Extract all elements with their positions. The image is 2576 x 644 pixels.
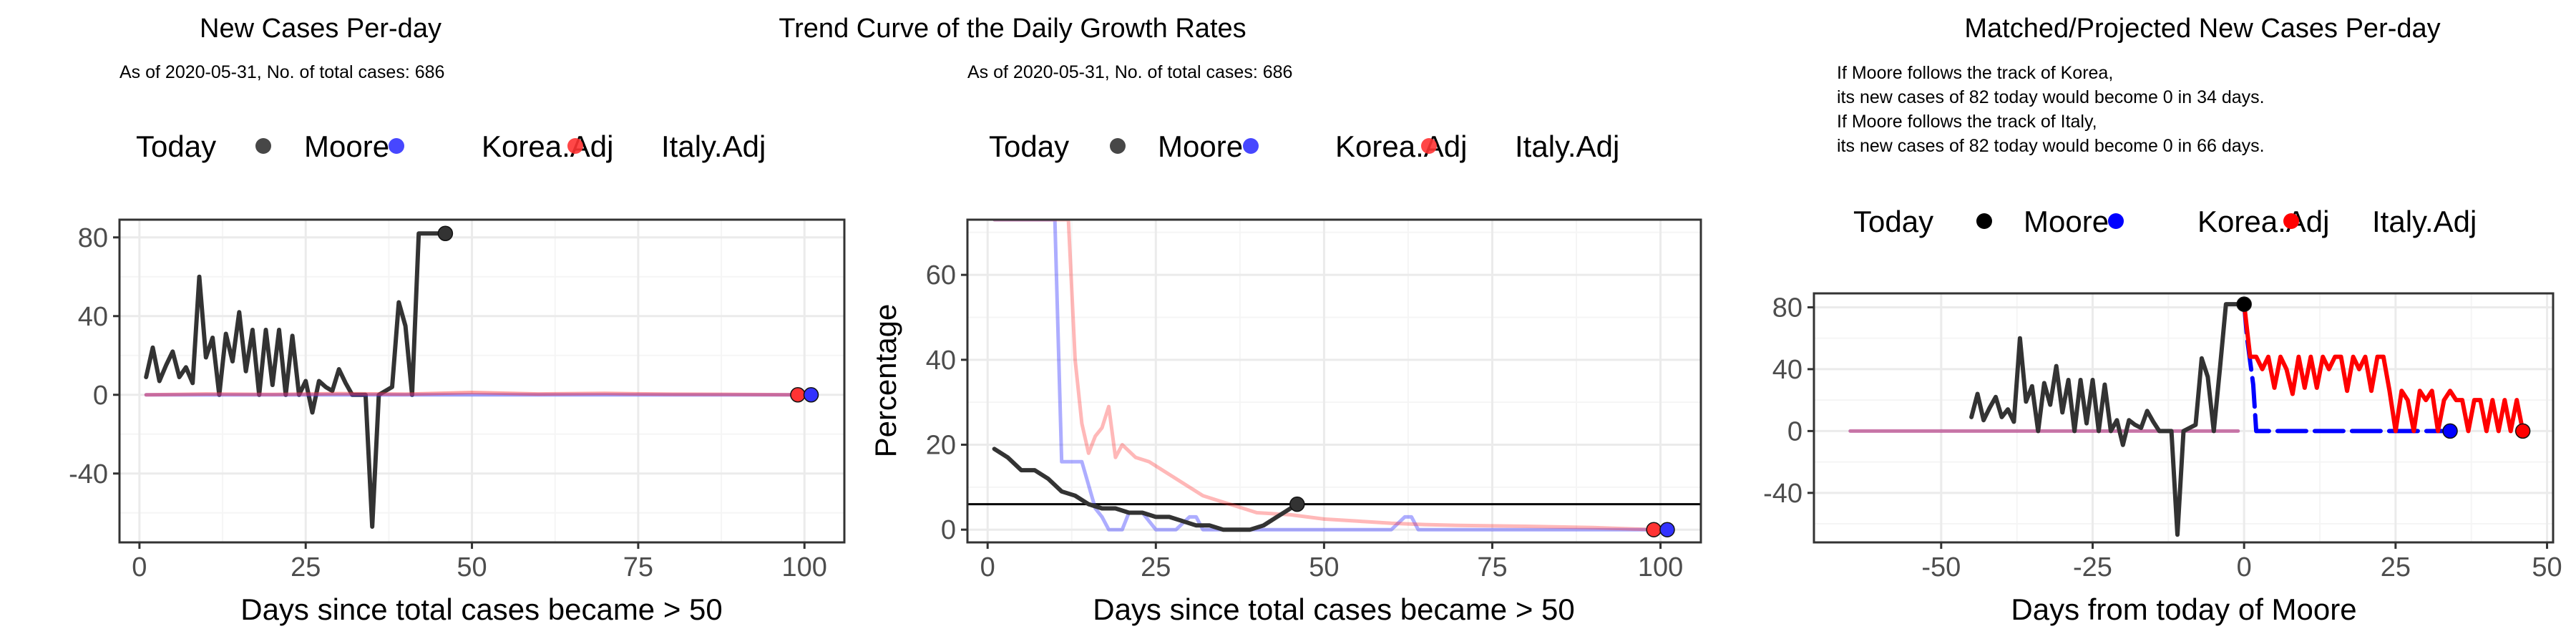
- plot-background: [967, 220, 1701, 542]
- y-tick-label: 20: [926, 431, 956, 461]
- x-tick-label: 50: [457, 552, 487, 582]
- x-axis-label: Days from today of Moore: [2011, 592, 2356, 626]
- series-line-moore: [144, 231, 448, 529]
- chart-legend: Today Moore Korea.Adj Italy.Adj: [136, 130, 766, 163]
- legend-title: Today: [136, 130, 216, 163]
- y-tick-label: 0: [1787, 416, 1802, 447]
- y-tick-label: 0: [93, 381, 108, 411]
- y-tick-label: 0: [941, 515, 956, 545]
- legend-label: Italy.Adj: [2372, 205, 2477, 238]
- series-group: [967, 220, 1701, 532]
- today-point-moore: [437, 225, 454, 241]
- legend-title: Today: [989, 130, 1069, 163]
- today-point-italy-adj: [790, 387, 806, 403]
- legend-marker: [255, 138, 271, 154]
- x-tick-label: 50: [2532, 552, 2562, 582]
- chart-3: Matched/Projected New Cases Per-day If Mo…: [1763, 14, 2562, 626]
- x-tick-label: 25: [1141, 552, 1171, 582]
- chart-title: Matched/Projected New Cases Per-day: [1964, 14, 2440, 44]
- x-tick-label: 75: [1477, 552, 1507, 582]
- chart-2: Trend Curve of the Daily Growth Rates As …: [779, 14, 1702, 626]
- today-point-korea-adj: [803, 387, 819, 403]
- legend-label: Moore: [2024, 205, 2109, 238]
- panel-border: [118, 218, 846, 544]
- today-point-korea-adj: [2442, 423, 2458, 439]
- today-point-italy-adj: [2514, 423, 2531, 439]
- panel-border: [966, 218, 1702, 544]
- y-tick-label: 80: [78, 223, 108, 253]
- legend-marker: [1421, 138, 1437, 154]
- series-line-moore: [992, 447, 1299, 532]
- series-line-korea-adj: [992, 220, 1669, 532]
- series-line-italy-adj: [2242, 302, 2525, 434]
- today-point-korea-adj: [1659, 522, 1675, 537]
- legend-label: Korea.Adj: [482, 130, 613, 163]
- x-tick-label: 0: [2237, 552, 2252, 582]
- legend-marker: [1110, 138, 1126, 154]
- legend-label: Moore: [304, 130, 389, 163]
- legend-marker: [2283, 213, 2299, 229]
- y-tick-label: -40: [69, 459, 108, 489]
- x-tick-label: -50: [1921, 552, 1961, 582]
- plot-area: [119, 220, 844, 542]
- chart-subtitle: As of 2020-05-31, No. of total cases: 68…: [119, 62, 444, 82]
- today-point-moore: [2236, 296, 2252, 312]
- x-axis-label: Days since total cases became > 50: [240, 592, 723, 626]
- y-tick-label: 40: [926, 346, 956, 376]
- x-tick-label: 50: [1309, 552, 1339, 582]
- legend-label: Korea.Adj: [2197, 205, 2329, 238]
- legend-marker: [389, 138, 404, 154]
- x-tick-label: 0: [132, 552, 147, 582]
- chart-title: Trend Curve of the Daily Growth Rates: [779, 14, 1246, 44]
- x-tick-label: 25: [291, 552, 321, 582]
- x-tick-label: 75: [623, 552, 653, 582]
- x-tick-label: -25: [2073, 552, 2112, 582]
- chart-legend: Today Moore Korea.Adj Italy.Adj: [989, 130, 1619, 163]
- y-tick-label: 40: [1772, 355, 1802, 385]
- chart-title: New Cases Per-day: [200, 14, 441, 44]
- chart-subtitle: its new cases of 82 today would become 0…: [1837, 87, 2265, 107]
- x-tick-label: 25: [2381, 552, 2411, 582]
- chart-1: New Cases Per-day As of 2020-05-31, No. o…: [69, 14, 846, 626]
- chart-subtitle: As of 2020-05-31, No. of total cases: 68…: [967, 62, 1292, 82]
- legend-marker: [567, 138, 583, 154]
- legend-label: Italy.Adj: [661, 130, 766, 163]
- y-tick-label: 60: [926, 260, 956, 291]
- legend-marker: [2108, 213, 2124, 229]
- chart-subtitle: If Moore follows the track of Korea,: [1837, 63, 2113, 83]
- legend-label: Italy.Adj: [1515, 130, 1619, 163]
- legend-marker: [1976, 213, 1992, 229]
- series-line-moore: [1969, 302, 2247, 537]
- series-group: [1848, 302, 2525, 537]
- legend-label: Korea.Adj: [1335, 130, 1467, 163]
- chart-subtitle: If Moore follows the track of Italy,: [1837, 112, 2097, 132]
- chart-legend: Today Moore Korea.Adj Italy.Adj: [1853, 205, 2477, 238]
- x-tick-label: 0: [980, 552, 995, 582]
- panel-border: [1813, 292, 2555, 544]
- y-tick-label: 40: [78, 302, 108, 332]
- plot-background: [119, 220, 844, 542]
- series-line-italy-adj: [992, 220, 1656, 532]
- chart-subtitle: its new cases of 82 today would become 0…: [1837, 136, 2265, 156]
- plot-area: [1814, 293, 2553, 542]
- y-axis-label: Percentage: [869, 304, 902, 458]
- legend-label: Moore: [1158, 130, 1243, 163]
- series-line-italy-adj: [144, 391, 800, 397]
- x-axis-label: Days since total cases became > 50: [1093, 592, 1575, 626]
- series-group: [144, 231, 813, 529]
- today-point-italy-adj: [1646, 522, 1662, 537]
- y-tick-label: 80: [1772, 293, 1802, 323]
- legend-title: Today: [1853, 205, 1933, 238]
- y-tick-label: -40: [1763, 479, 1802, 509]
- plot-area: [967, 220, 1701, 542]
- legend-marker: [1243, 138, 1259, 154]
- today-point-moore: [1289, 496, 1305, 512]
- plot-background: [1814, 293, 2553, 542]
- x-tick-label: 100: [1638, 552, 1683, 582]
- x-tick-label: 100: [782, 552, 827, 582]
